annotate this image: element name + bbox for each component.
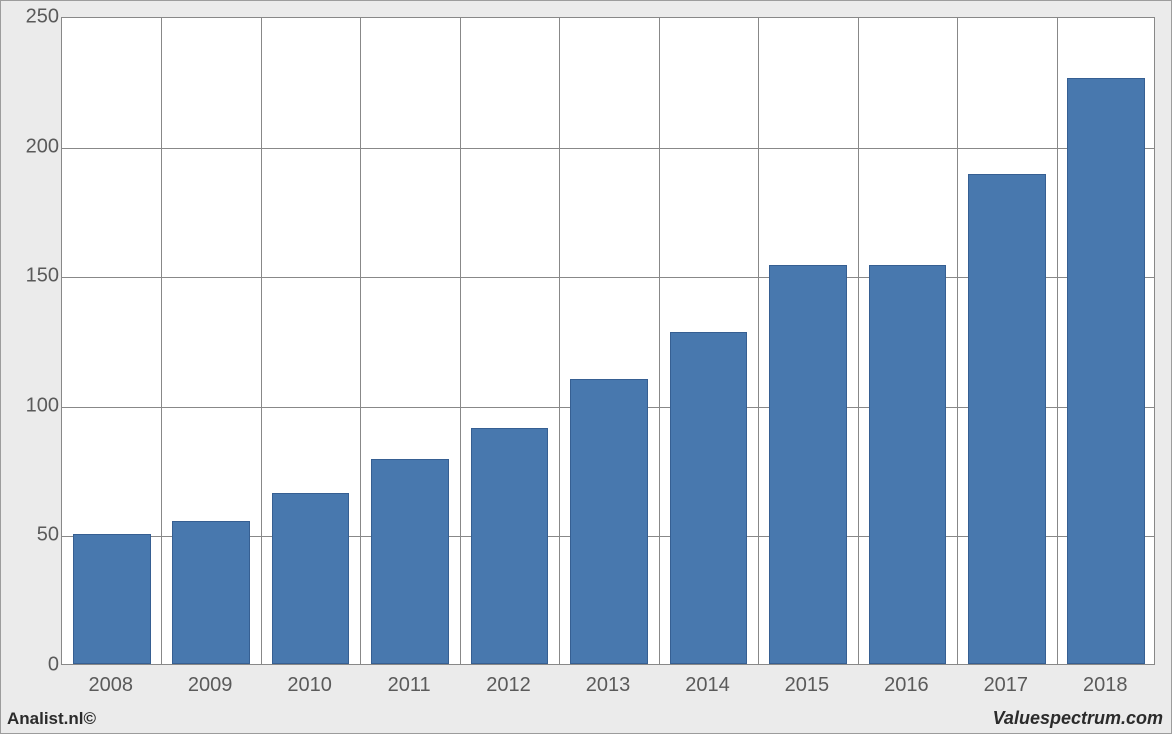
bar <box>869 265 947 664</box>
x-tick-label: 2011 <box>388 674 431 697</box>
bar <box>968 174 1046 664</box>
y-tick-label: 0 <box>11 654 59 677</box>
x-tick-label: 2017 <box>984 674 1029 697</box>
gridline-v <box>460 18 461 664</box>
x-tick-label: 2010 <box>287 674 332 697</box>
gridline-h <box>62 148 1154 149</box>
bar <box>73 534 151 664</box>
bar <box>670 332 748 664</box>
gridline-v <box>957 18 958 664</box>
y-tick-label: 100 <box>11 394 59 417</box>
plot-area <box>61 17 1155 665</box>
gridline-v <box>659 18 660 664</box>
x-tick-label: 2012 <box>486 674 531 697</box>
y-tick-label: 250 <box>11 6 59 29</box>
bar <box>371 459 449 664</box>
gridline-v <box>161 18 162 664</box>
gridline-v <box>360 18 361 664</box>
bar <box>272 493 350 664</box>
chart-frame: 0 50 100 150 200 250 2008 2009 2010 2011 2012 2013… <box>0 0 1172 734</box>
plot-outer: 0 50 100 150 200 250 2008 2009 2010 2011 2012 2013… <box>7 7 1165 705</box>
x-tick-label: 2009 <box>188 674 233 697</box>
y-tick-label: 200 <box>11 135 59 158</box>
gridline-v <box>559 18 560 664</box>
footer-credit-right: Valuespectrum.com <box>993 708 1163 729</box>
x-tick-label: 2008 <box>88 674 133 697</box>
gridline-v <box>758 18 759 664</box>
gridline-v <box>261 18 262 664</box>
bar <box>769 265 847 664</box>
footer-credit-left: Analist.nl© <box>7 709 96 729</box>
x-tick-label: 2013 <box>586 674 631 697</box>
y-tick-label: 150 <box>11 265 59 288</box>
x-tick-label: 2018 <box>1083 674 1128 697</box>
x-tick-label: 2016 <box>884 674 929 697</box>
bar <box>471 428 549 664</box>
bar <box>570 379 648 664</box>
gridline-v <box>858 18 859 664</box>
y-tick-label: 50 <box>11 524 59 547</box>
bar <box>1067 78 1145 664</box>
bar <box>172 521 250 664</box>
gridline-v <box>1057 18 1058 664</box>
x-tick-label: 2014 <box>685 674 730 697</box>
x-tick-label: 2015 <box>785 674 830 697</box>
